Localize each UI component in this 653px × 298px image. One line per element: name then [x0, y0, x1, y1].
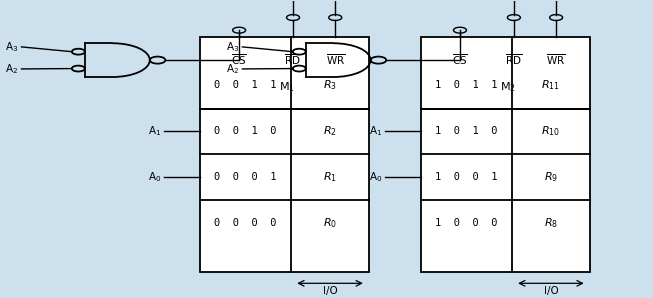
Text: I/O: I/O [543, 286, 558, 296]
Text: $\overline{\mathrm{WR}}$: $\overline{\mathrm{WR}}$ [547, 52, 566, 67]
Text: R$_8$: R$_8$ [544, 216, 558, 230]
Text: $\overline{\mathrm{WR}}$: $\overline{\mathrm{WR}}$ [325, 52, 345, 67]
Text: 1  0  0  0: 1 0 0 0 [435, 218, 498, 228]
Text: A$_0$: A$_0$ [369, 170, 382, 184]
Text: 1  0  0  1: 1 0 0 1 [435, 172, 498, 182]
Text: R$_3$: R$_3$ [323, 78, 337, 92]
Text: 0  0  0  1: 0 0 0 1 [214, 172, 277, 182]
Text: A$_2$: A$_2$ [5, 62, 18, 76]
Text: A$_2$: A$_2$ [226, 62, 239, 76]
Text: I/O: I/O [323, 286, 338, 296]
Text: 1  0  1  0: 1 0 1 0 [435, 126, 498, 136]
Text: $\overline{\mathrm{CS}}$: $\overline{\mathrm{CS}}$ [452, 52, 468, 67]
Bar [200, 37, 369, 271]
Text: A$_3$: A$_3$ [5, 40, 18, 54]
Bar [421, 37, 590, 271]
Text: R$_1$: R$_1$ [323, 170, 337, 184]
Text: 1  0  1  1: 1 0 1 1 [435, 80, 498, 90]
Text: $\overline{\mathrm{CS}}$: $\overline{\mathrm{CS}}$ [231, 52, 247, 67]
Text: A$_3$: A$_3$ [226, 40, 239, 54]
Text: $\overline{\mathrm{RD}}$: $\overline{\mathrm{RD}}$ [505, 52, 522, 67]
Text: $\overline{\mathrm{RD}}$: $\overline{\mathrm{RD}}$ [285, 52, 302, 67]
Text: M$_2$: M$_2$ [500, 80, 516, 94]
Text: R$_{10}$: R$_{10}$ [541, 125, 560, 138]
Text: 0  0  0  0: 0 0 0 0 [214, 218, 277, 228]
Text: R$_9$: R$_9$ [544, 170, 558, 184]
Text: R$_0$: R$_0$ [323, 216, 337, 230]
Text: 0  0  1  1: 0 0 1 1 [214, 80, 277, 90]
Text: A$_1$: A$_1$ [369, 125, 382, 138]
Text: 0  0  1  0: 0 0 1 0 [214, 126, 277, 136]
Text: A$_1$: A$_1$ [148, 125, 161, 138]
Text: R$_2$: R$_2$ [323, 125, 337, 138]
Text: R$_{11}$: R$_{11}$ [541, 78, 560, 92]
Text: A$_0$: A$_0$ [148, 170, 161, 184]
Text: M$_1$: M$_1$ [279, 80, 295, 94]
